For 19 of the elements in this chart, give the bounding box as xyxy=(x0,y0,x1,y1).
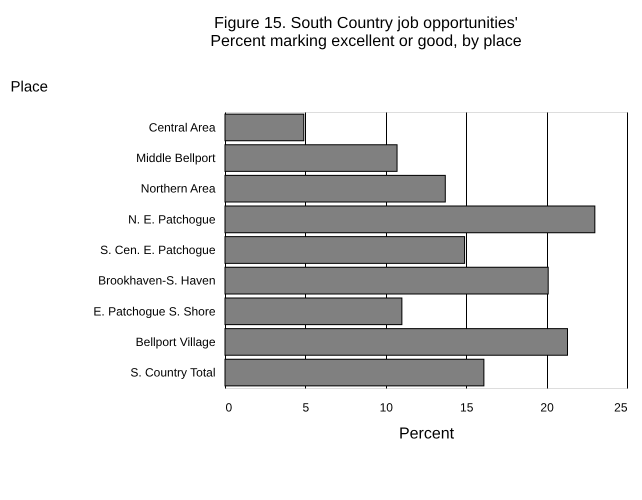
y-tick-label: Brookhaven-S. Haven xyxy=(98,274,216,288)
y-tick-label: Bellport Village xyxy=(136,334,216,349)
x-tick-label: 15 xyxy=(460,400,474,414)
x-axis-title: Percent xyxy=(398,426,455,442)
x-tick-label: 10 xyxy=(380,400,394,414)
y-tick-label: S. Country Total xyxy=(130,366,216,380)
text: Figure 15. South Country job opportunities' xyxy=(214,15,518,32)
y-tick-label: Central Area xyxy=(148,120,216,134)
x-tick-label: 25 xyxy=(614,400,628,414)
x-tick-label: 20 xyxy=(540,400,554,414)
x-tick-label: 5 xyxy=(302,400,310,414)
y-tick-label: S. Cen. E. Patchogue xyxy=(100,243,216,257)
text: Percent marking excellent or good, by place xyxy=(210,33,522,50)
y-tick-label: E. Patchogue S. Shore xyxy=(93,304,216,318)
y-tick-label: Northern Area xyxy=(140,182,216,196)
y-tick-label: Middle Bellport xyxy=(136,151,216,166)
y-axis-title: Place xyxy=(10,78,48,96)
x-tick-label: 0 xyxy=(226,400,232,414)
y-tick-label: N. E. Patchogue xyxy=(128,212,216,226)
